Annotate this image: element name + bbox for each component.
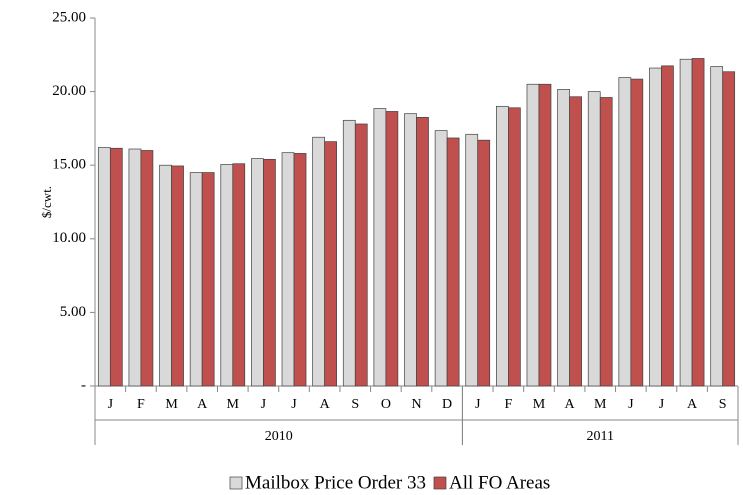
- bar: [312, 136, 325, 387]
- bar: [159, 164, 172, 387]
- bar: [538, 83, 552, 387]
- group-label: 2010: [265, 429, 293, 444]
- bar: [232, 163, 246, 387]
- bar: [109, 147, 123, 387]
- bar: [251, 158, 264, 387]
- bar: [679, 58, 693, 387]
- x-tick-label: O: [381, 397, 391, 412]
- bar: [569, 96, 582, 387]
- bar: [496, 105, 509, 387]
- bar: [281, 152, 295, 387]
- bar: [587, 91, 601, 387]
- bar: [263, 158, 276, 387]
- x-tick-label: M: [165, 397, 178, 412]
- bar: [171, 165, 184, 387]
- bar: [508, 107, 521, 387]
- legend-label: Mailbox Price Order 33: [245, 472, 426, 493]
- x-tick-label: F: [137, 397, 145, 412]
- legend-swatch: [433, 476, 447, 490]
- bar: [128, 148, 142, 387]
- x-tick-label: M: [533, 397, 546, 412]
- x-tick-label: M: [594, 397, 607, 412]
- bar: [661, 65, 674, 387]
- y-tick-label: 5.00: [60, 304, 86, 320]
- x-tick-label: J: [291, 397, 297, 412]
- bar: [385, 111, 399, 387]
- bar: [630, 78, 644, 387]
- x-tick-label: N: [411, 397, 421, 412]
- bar: [446, 137, 460, 387]
- bar: [140, 150, 154, 387]
- y-tick-label: 20.00: [52, 83, 86, 99]
- bar: [189, 172, 203, 387]
- y-tick-label: 15.00: [52, 157, 86, 173]
- bar: [526, 83, 540, 387]
- y-tick-label: 10.00: [52, 230, 86, 246]
- x-tick-label: A: [687, 397, 698, 412]
- bar: [324, 141, 337, 387]
- group-label: 2011: [586, 429, 613, 444]
- bar: [691, 58, 705, 387]
- bar: [557, 89, 570, 387]
- legend-label: All FO Areas: [449, 472, 550, 493]
- x-tick-label: S: [351, 397, 359, 412]
- bar: [434, 130, 448, 387]
- bar: [710, 66, 724, 387]
- y-axis-label: $/cwt.: [39, 186, 54, 218]
- x-tick-label: J: [628, 397, 634, 412]
- legend-swatch: [229, 476, 243, 490]
- bar: [373, 108, 387, 387]
- bar: [342, 119, 356, 387]
- bar: [293, 153, 307, 387]
- bar: [416, 117, 429, 387]
- y-tick-label: 25.00: [52, 9, 86, 25]
- bar: [618, 77, 632, 387]
- bar: [465, 133, 479, 387]
- bar: [722, 71, 736, 387]
- x-tick-label: J: [261, 397, 267, 412]
- bar: [477, 139, 491, 387]
- y-tick-label: -: [81, 377, 86, 393]
- bar: [201, 172, 215, 387]
- x-tick-label: F: [504, 397, 512, 412]
- x-tick-label: J: [108, 397, 114, 412]
- bar: [649, 67, 662, 387]
- x-tick-label: J: [659, 397, 665, 412]
- x-tick-label: J: [475, 397, 481, 412]
- bar: [97, 147, 111, 387]
- bar: [404, 113, 417, 387]
- x-tick-label: A: [565, 397, 576, 412]
- x-tick-label: M: [227, 397, 240, 412]
- bar: [354, 123, 368, 387]
- bar: [599, 97, 613, 387]
- bar: [220, 164, 234, 387]
- x-tick-label: A: [197, 397, 208, 412]
- x-tick-label: S: [719, 397, 727, 412]
- x-tick-label: A: [320, 397, 331, 412]
- x-tick-label: D: [442, 397, 452, 412]
